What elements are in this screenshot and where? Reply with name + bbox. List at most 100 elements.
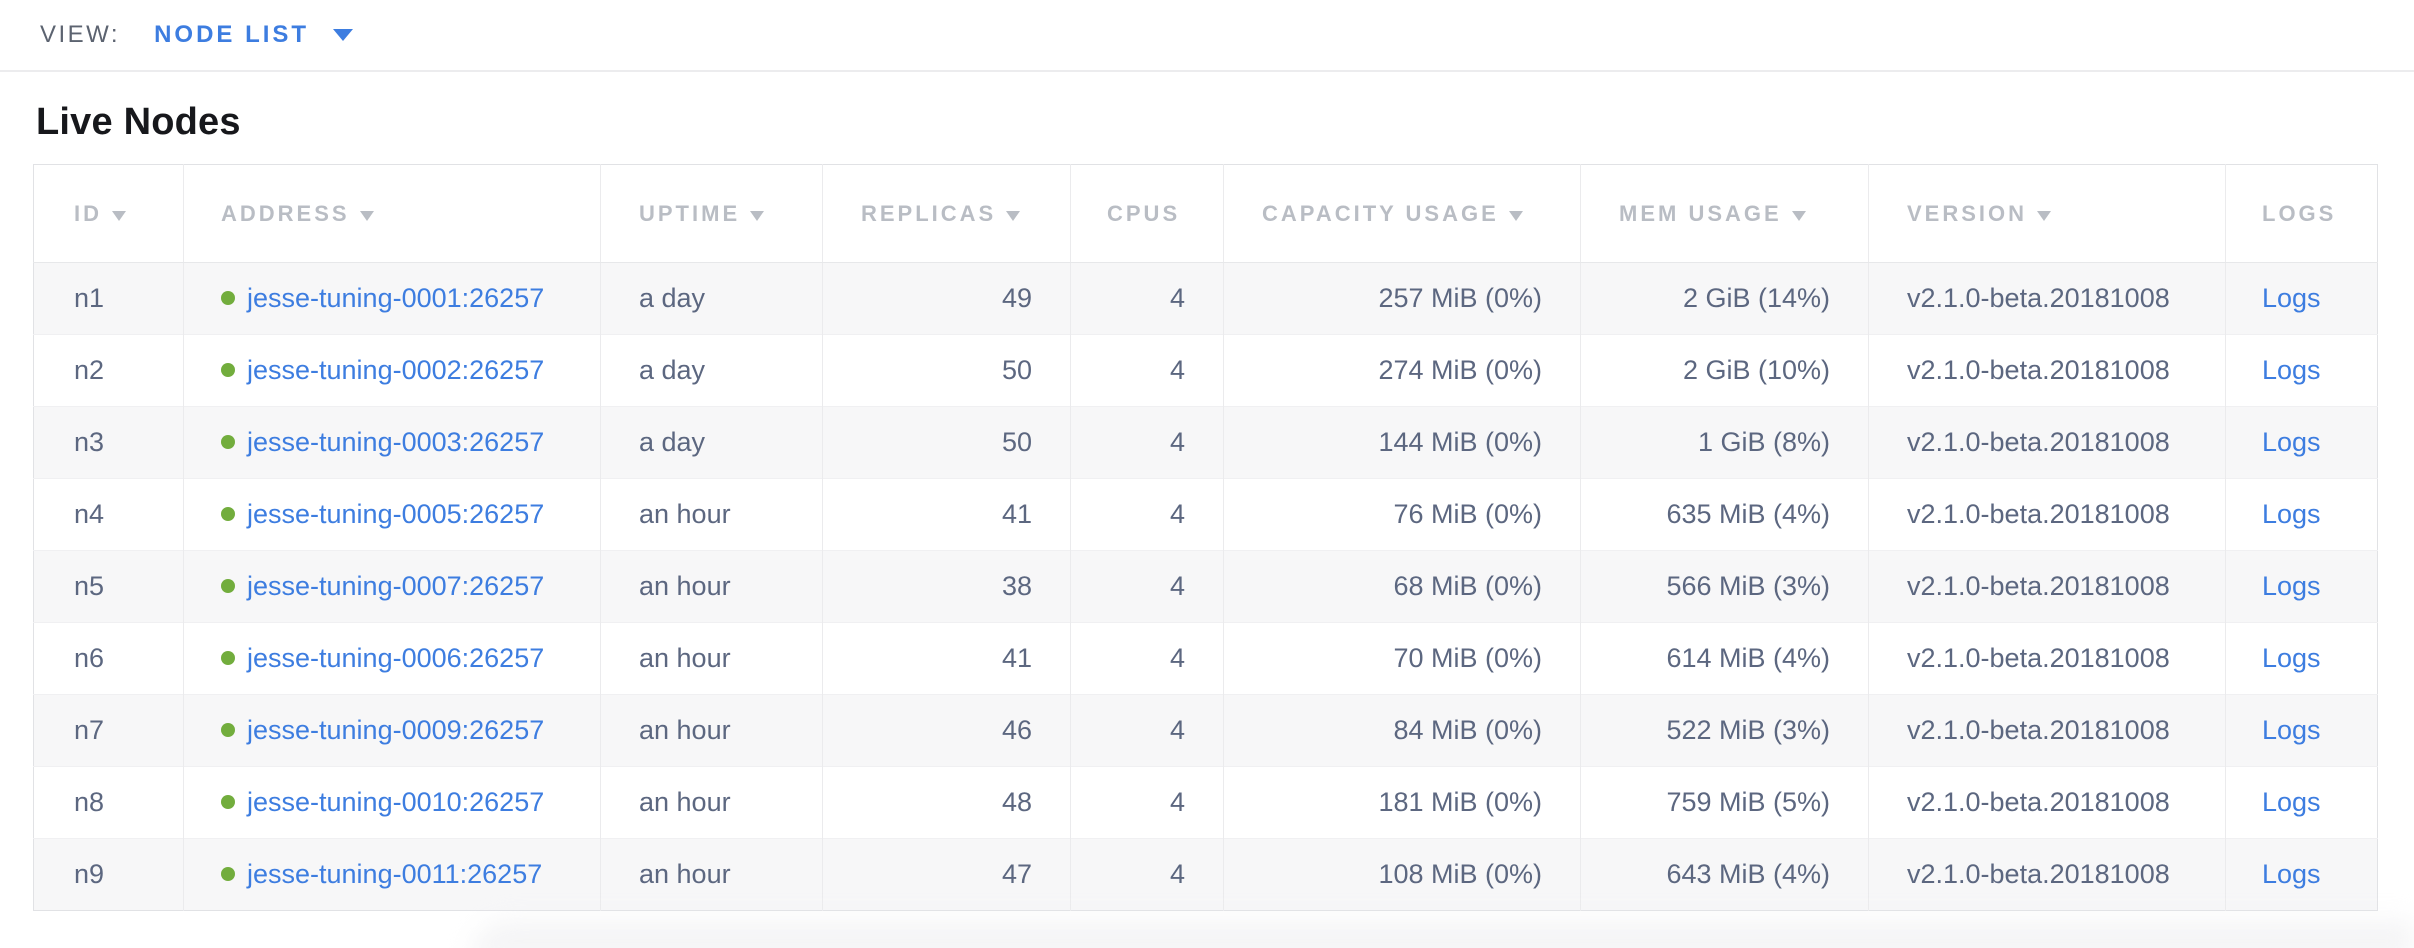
node-capacity-usage: 84 MiB (0%) [1223,694,1581,767]
column-header-replicas[interactable]: REPLICAS [822,164,1071,263]
table-row: n1 jesse-tuning-0001:26257 a day 49 4 25… [33,262,2378,335]
sort-arrow-icon [359,210,374,221]
column-header-version[interactable]: VERSION [1868,164,2226,263]
node-version: v2.1.0-beta.20181008 [1868,406,2226,479]
node-mem-usage: 614 MiB (4%) [1580,622,1869,695]
node-live-status-icon [221,795,235,809]
view-selected-value[interactable]: NODE LIST [154,21,310,48]
node-cpus: 4 [1070,334,1224,407]
live-nodes-section: ID ADDRESS UPTIME REPLICAS CPUS CAPACITY… [33,164,2414,911]
node-uptime: an hour [600,694,823,767]
node-id: n5 [33,550,184,623]
node-logs-cell: Logs [2225,622,2378,695]
node-capacity-usage: 181 MiB (0%) [1223,766,1581,839]
logs-link[interactable]: Logs [2262,859,2321,889]
node-logs-cell: Logs [2225,334,2378,407]
node-address-cell: jesse-tuning-0003:26257 [183,406,601,479]
node-live-status-icon [221,579,235,593]
node-capacity-usage: 257 MiB (0%) [1223,262,1581,335]
node-capacity-usage: 144 MiB (0%) [1223,406,1581,479]
node-address-link[interactable]: jesse-tuning-0002:26257 [247,355,545,385]
node-uptime: an hour [600,622,823,695]
sort-arrow-icon [1508,210,1523,221]
table-header-row: ID ADDRESS UPTIME REPLICAS CPUS CAPACITY… [33,164,2378,263]
table-row: n3 jesse-tuning-0003:26257 a day 50 4 14… [33,406,2378,479]
node-version: v2.1.0-beta.20181008 [1868,622,2226,695]
column-header-uptime[interactable]: UPTIME [600,164,823,263]
column-header-logs: LOGS [2225,164,2378,263]
logs-link[interactable]: Logs [2262,571,2321,601]
node-mem-usage: 1 GiB (8%) [1580,406,1869,479]
node-mem-usage: 2 GiB (14%) [1580,262,1869,335]
sort-arrow-icon [112,210,126,221]
logs-link[interactable]: Logs [2262,427,2321,457]
node-address-link[interactable]: jesse-tuning-0005:26257 [247,499,545,529]
table-row: n6 jesse-tuning-0006:26257 an hour 41 4 … [33,622,2378,695]
node-address-cell: jesse-tuning-0006:26257 [183,622,601,695]
node-address-link[interactable]: jesse-tuning-0003:26257 [247,427,545,457]
node-replicas: 50 [822,334,1071,407]
view-selector-dropdown[interactable]: NODE LIST [154,21,354,49]
column-header-mem-usage[interactable]: MEM USAGE [1580,164,1869,263]
column-header-capacity-usage[interactable]: CAPACITY USAGE [1223,164,1581,263]
logs-link[interactable]: Logs [2262,643,2321,673]
logs-link[interactable]: Logs [2262,283,2321,313]
node-capacity-usage: 76 MiB (0%) [1223,478,1581,551]
node-address-cell: jesse-tuning-0007:26257 [183,550,601,623]
node-cpus: 4 [1070,262,1224,335]
node-address-link[interactable]: jesse-tuning-0001:26257 [247,283,545,313]
table-row: n5 jesse-tuning-0007:26257 an hour 38 4 … [33,550,2378,623]
node-cpus: 4 [1070,766,1224,839]
node-mem-usage: 759 MiB (5%) [1580,766,1869,839]
page-title: Live Nodes [36,101,241,143]
live-nodes-table: ID ADDRESS UPTIME REPLICAS CPUS CAPACITY… [33,164,2378,911]
node-replicas: 49 [822,262,1071,335]
node-live-status-icon [221,435,235,449]
node-replicas: 41 [822,478,1071,551]
logs-link[interactable]: Logs [2262,715,2321,745]
table-row: n9 jesse-tuning-0011:26257 an hour 47 4 … [33,838,2378,911]
node-uptime: a day [600,334,823,407]
table-row: n4 jesse-tuning-0005:26257 an hour 41 4 … [33,478,2378,551]
node-uptime: an hour [600,478,823,551]
column-header-address[interactable]: ADDRESS [183,164,601,263]
node-capacity-usage: 274 MiB (0%) [1223,334,1581,407]
logs-link[interactable]: Logs [2262,499,2321,529]
node-version: v2.1.0-beta.20181008 [1868,478,2226,551]
chevron-down-icon [333,29,354,41]
node-cpus: 4 [1070,694,1224,767]
node-version: v2.1.0-beta.20181008 [1868,766,2226,839]
node-replicas: 48 [822,766,1071,839]
node-address-cell: jesse-tuning-0009:26257 [183,694,601,767]
node-address-link[interactable]: jesse-tuning-0010:26257 [247,787,545,817]
node-address-link[interactable]: jesse-tuning-0007:26257 [247,571,545,601]
node-logs-cell: Logs [2225,478,2378,551]
node-cpus: 4 [1070,622,1224,695]
node-address-cell: jesse-tuning-0005:26257 [183,478,601,551]
view-bar: VIEW: NODE LIST [0,0,2414,72]
node-address-link[interactable]: jesse-tuning-0011:26257 [247,859,543,889]
node-address-link[interactable]: jesse-tuning-0006:26257 [247,643,545,673]
node-uptime: an hour [600,550,823,623]
node-mem-usage: 522 MiB (3%) [1580,694,1869,767]
sort-arrow-icon [1006,210,1021,221]
node-address-link[interactable]: jesse-tuning-0009:26257 [247,715,545,745]
logs-link[interactable]: Logs [2262,787,2321,817]
node-uptime: a day [600,406,823,479]
table-row: n8 jesse-tuning-0010:26257 an hour 48 4 … [33,766,2378,839]
sort-arrow-icon [2037,210,2052,221]
node-replicas: 46 [822,694,1071,767]
node-id: n3 [33,406,184,479]
node-id: n4 [33,478,184,551]
node-mem-usage: 2 GiB (10%) [1580,334,1869,407]
node-uptime: an hour [600,766,823,839]
column-header-id[interactable]: ID [33,164,184,263]
node-id: n1 [33,262,184,335]
node-mem-usage: 643 MiB (4%) [1580,838,1869,911]
logs-link[interactable]: Logs [2262,355,2321,385]
node-capacity-usage: 70 MiB (0%) [1223,622,1581,695]
node-cpus: 4 [1070,478,1224,551]
node-logs-cell: Logs [2225,766,2378,839]
node-address-cell: jesse-tuning-0010:26257 [183,766,601,839]
